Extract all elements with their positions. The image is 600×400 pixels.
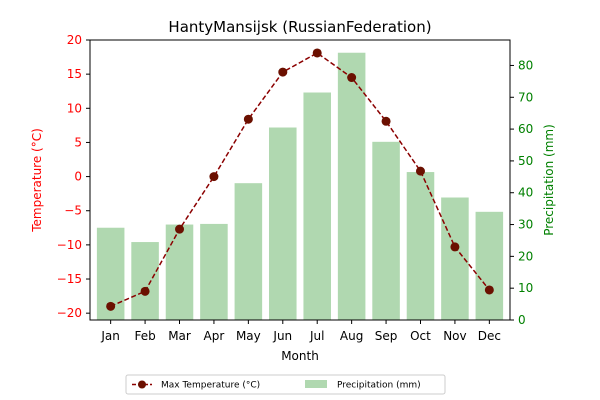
x-tick-label: May: [236, 329, 261, 343]
x-axis-label: Month: [281, 349, 319, 363]
left-tick-label: −10: [57, 238, 82, 252]
x-tick-label: Feb: [134, 329, 155, 343]
x-tick-label: Jan: [100, 329, 120, 343]
right-tick-label: 20: [518, 249, 533, 263]
temperature-point-jul: [312, 48, 322, 58]
precip-bar-sep: [372, 141, 400, 320]
temperature-point-nov: [450, 242, 460, 252]
precip-bar-jun: [269, 127, 297, 320]
x-tick-label: Mar: [168, 329, 191, 343]
temperature-point-aug: [347, 73, 357, 83]
legend-line-marker: [138, 380, 146, 389]
legend-label-precipitation: Precipitation (mm): [337, 381, 421, 391]
x-tick-label: Oct: [410, 329, 431, 343]
temperature-point-apr: [209, 172, 219, 182]
x-tick-label: Jul: [309, 329, 324, 343]
temperature-point-jan: [106, 301, 116, 311]
precip-bar-may: [234, 183, 263, 320]
legend-box: [125, 374, 446, 395]
left-tick-label: 20: [67, 33, 82, 47]
left-tick-label: −20: [57, 306, 82, 320]
right-tick-label: 60: [518, 122, 533, 136]
chart-title: HantyMansijsk (RussianFederation): [168, 18, 431, 36]
right-tick-label: 80: [518, 58, 533, 72]
right-tick-label: 30: [518, 218, 533, 232]
right-axis-label: Precipitation (mm): [542, 124, 556, 236]
x-tick-label: Dec: [478, 329, 501, 343]
left-tick-label: 10: [67, 101, 82, 115]
precip-bar-dec: [475, 211, 504, 320]
precip-bar-apr: [200, 223, 228, 320]
left-axis-label: Temperature (°C): [30, 128, 44, 233]
left-tick-label: −15: [57, 272, 82, 286]
left-tick-label: −5: [64, 204, 82, 218]
temperature-point-sep: [381, 116, 391, 126]
legend-bar-swatch: [305, 380, 327, 388]
x-tick-label: Apr: [204, 329, 225, 343]
precip-bar-feb: [131, 242, 159, 320]
precip-bar-oct: [406, 172, 435, 320]
temperature-point-may: [243, 114, 253, 124]
precip-bar-jul: [303, 92, 331, 320]
precip-bar-aug: [337, 52, 366, 320]
plot-background: [90, 40, 510, 320]
plot-frame: [89, 39, 511, 321]
bars-layer: [96, 52, 504, 320]
right-tick-label: 0: [518, 313, 526, 327]
x-tick-label: Jun: [272, 329, 292, 343]
legend: Max Temperature (°C) Precipitation (mm): [125, 374, 446, 395]
temperature-point-oct: [415, 166, 425, 176]
precip-bar-mar: [165, 224, 194, 320]
left-tick-label: 0: [74, 170, 82, 184]
left-axis: 20 15 10 5 0 −5 −10 −15 −20: [57, 33, 90, 320]
temperature-point-dec: [484, 285, 494, 295]
x-tick-label: Sep: [375, 329, 398, 343]
right-tick-label: 40: [518, 186, 533, 200]
left-tick-label: 15: [67, 67, 82, 81]
temperature-point-jun: [278, 67, 288, 77]
left-tick-label: 5: [74, 135, 82, 149]
temperature-line: [110, 52, 490, 308]
temperature-point-mar: [175, 224, 185, 234]
line-layer: [106, 48, 494, 311]
x-tick-label: Nov: [443, 329, 466, 343]
x-axis: Jan Feb Mar Apr May Jun Jul Aug Sep Oct Nov Dec: [100, 320, 501, 343]
temperature-point-feb: [140, 286, 150, 296]
right-axis: 0 10 20 30 40 50 60 70 80: [510, 58, 533, 327]
x-tick-label: Aug: [340, 329, 363, 343]
right-tick-label: 70: [518, 90, 533, 104]
right-tick-label: 10: [518, 281, 533, 295]
right-tick-label: 50: [518, 154, 533, 168]
legend-label-temperature: Max Temperature (°C): [161, 381, 260, 391]
